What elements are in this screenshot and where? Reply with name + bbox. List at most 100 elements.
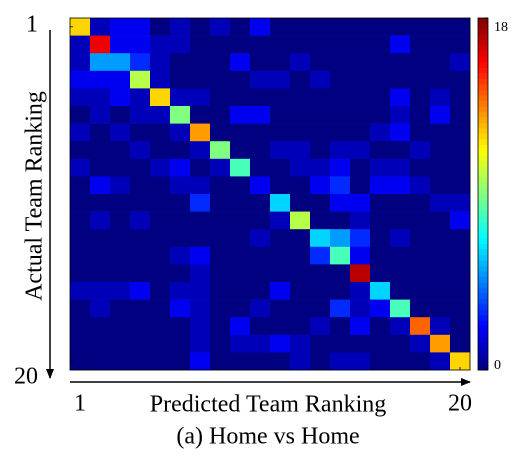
heatmap-cell — [110, 106, 131, 124]
heatmap-cell — [410, 264, 431, 283]
heatmap-cell — [190, 352, 211, 371]
heatmap-cell — [90, 264, 111, 283]
heatmap-cell — [310, 106, 331, 124]
heatmap-cell — [130, 53, 151, 72]
heatmap-cell — [290, 70, 311, 89]
heatmap-cell — [150, 229, 171, 248]
colorbar-segment — [478, 122, 488, 129]
heatmap-cell — [150, 334, 171, 353]
heatmap-cell — [330, 246, 351, 265]
heatmap-cell — [370, 70, 391, 89]
heatmap-cell — [210, 70, 231, 89]
heatmap-cell — [370, 334, 391, 353]
heatmap-cell — [310, 123, 331, 142]
heatmap-cell — [190, 299, 211, 318]
colorbar-segment — [478, 106, 488, 112]
heatmap-cell — [350, 334, 371, 353]
heatmap-cell — [230, 18, 251, 36]
heatmap-cell — [450, 246, 471, 265]
heatmap-cell — [210, 264, 231, 283]
heatmap-cell — [70, 334, 91, 353]
heatmap-cell — [310, 176, 331, 195]
heatmap-cell — [90, 229, 111, 248]
heatmap-cell — [390, 264, 411, 283]
heatmap-cell — [370, 352, 391, 371]
heatmap-cell — [350, 282, 371, 300]
heatmap-cell — [390, 70, 411, 89]
heatmap-cell — [170, 123, 191, 142]
heatmap-cell — [390, 229, 411, 248]
heatmap-cell — [370, 282, 391, 300]
heatmap-cell — [430, 123, 451, 142]
heatmap-cell — [450, 106, 471, 124]
heatmap-cell — [130, 194, 151, 212]
heatmap-cell — [150, 246, 171, 265]
heatmap-cell — [170, 299, 191, 318]
colorbar-segment — [478, 353, 488, 360]
colorbar-segment — [478, 287, 488, 294]
heatmap-cell — [370, 194, 391, 212]
heatmap-cell — [350, 106, 371, 124]
heatmap-cell — [170, 35, 191, 54]
heatmap-cell — [250, 211, 271, 230]
heatmap-cell — [150, 18, 171, 36]
heatmap-cell — [250, 18, 271, 36]
heatmap-cell — [330, 317, 351, 336]
heatmap-cell — [190, 123, 211, 142]
chart-title: (a) Home vs Home — [176, 424, 359, 450]
heatmap-cell — [110, 123, 131, 142]
heatmap-cell — [310, 352, 331, 371]
heatmap-cell — [170, 246, 191, 265]
heatmap-cell — [230, 317, 251, 336]
heatmap-cell — [250, 352, 271, 371]
colorbar-segment — [478, 73, 488, 79]
heatmap-cell — [70, 317, 91, 336]
heatmap-cell — [310, 158, 331, 177]
heatmap-cell — [250, 299, 271, 318]
heatmap-cell — [310, 334, 331, 353]
heatmap-cell — [130, 334, 151, 353]
heatmap-cell — [410, 176, 431, 195]
heatmap-cell — [410, 53, 431, 72]
heatmap-cell — [390, 352, 411, 371]
heatmap-cell — [230, 141, 251, 160]
heatmap-cell — [250, 264, 271, 283]
colorbar-segment — [478, 276, 488, 283]
heatmap-cell — [70, 106, 91, 124]
heatmap-cell — [310, 18, 331, 36]
heatmap-cell — [350, 246, 371, 265]
heatmap-cell — [330, 334, 351, 353]
colorbar-segment — [478, 78, 488, 85]
colorbar-segment — [478, 320, 488, 327]
heatmap-cell — [70, 229, 91, 248]
heatmap-cell — [250, 246, 271, 265]
heatmap-cell — [270, 211, 291, 230]
heatmap-cell — [450, 317, 471, 336]
heatmap-cell — [290, 18, 311, 36]
colorbar-segment — [478, 210, 488, 217]
heatmap-cell — [110, 88, 131, 107]
heatmap-cell — [90, 18, 111, 36]
heatmap-cell — [330, 123, 351, 142]
heatmap-cell — [430, 35, 451, 54]
heatmap-cell — [250, 35, 271, 54]
heatmap-cell — [170, 194, 191, 212]
heatmap-cell — [130, 352, 151, 371]
heatmap-cell — [110, 176, 131, 195]
heatmap-cell — [330, 18, 351, 36]
heatmap-cell — [250, 194, 271, 212]
heatmap-cell — [350, 141, 371, 160]
heatmap-cell — [70, 194, 91, 212]
heatmap-cell — [250, 282, 271, 300]
heatmap-cell — [150, 70, 171, 89]
heatmap-cell — [110, 211, 131, 230]
heatmap-cell — [190, 106, 211, 124]
heatmap-cell — [190, 229, 211, 248]
heatmap-cell — [230, 123, 251, 142]
colorbar-segment — [478, 128, 488, 134]
heatmap-cell — [190, 70, 211, 89]
heatmap-cell — [410, 282, 431, 300]
colorbar-segment — [478, 271, 488, 277]
heatmap-cell — [210, 88, 231, 107]
heatmap-cell — [410, 229, 431, 248]
